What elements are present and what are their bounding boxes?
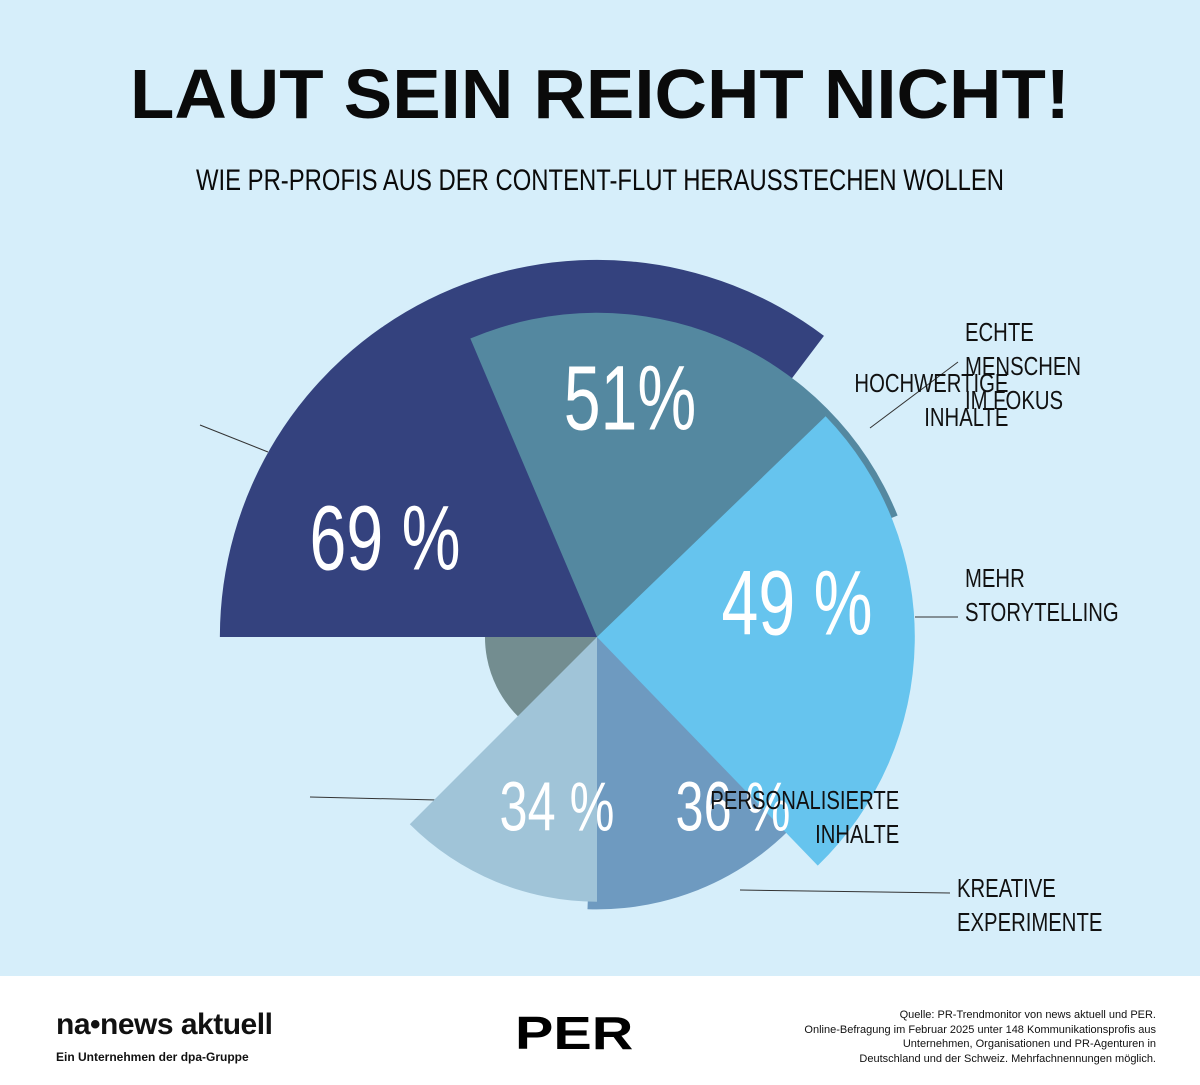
value-label: 49 % — [722, 551, 873, 654]
category-label: KREATIVE EXPERIMENTE — [957, 873, 1103, 937]
category-label: ECHTE MENSCHEN IM FOKUS — [965, 317, 1082, 415]
source-line: Unternehmen, Organisationen und PR-Agent… — [902, 1038, 1156, 1050]
category-label: PERSONALISIERTE INHALTE — [710, 785, 899, 849]
chart-subtitle: WIE PR-PROFIS AUS DER CONTENT-FLUT HERAU… — [196, 164, 1004, 197]
leader-line — [199, 424, 269, 453]
sector — [597, 416, 915, 866]
decoration-wedge — [484, 627, 597, 732]
chart: LAUT SEIN REICHT NICHT! WIE PR-PROFIS AU… — [130, 55, 1070, 910]
logo-subtitle: Ein Unternehmen der dpa-Gruppe — [56, 1050, 249, 1064]
leader-line — [869, 361, 959, 429]
leader-line — [309, 796, 438, 801]
source-line: Deutschland und der Schweiz. Mehrfachnen… — [859, 1052, 1156, 1065]
partner-logo: PER — [515, 1007, 634, 1059]
sector — [409, 637, 597, 902]
value-label: 36 % — [676, 767, 791, 845]
source-note: Quelle: PR-Trendmonitor von news aktuell… — [804, 1008, 1156, 1066]
value-label: 34 % — [500, 767, 615, 845]
leader-line — [739, 889, 951, 894]
value-label: 51% — [564, 346, 697, 449]
chart-title: LAUT SEIN REICHT NICHT! — [130, 55, 1070, 133]
logo: na•news aktuell — [56, 1008, 273, 1041]
category-label: MEHR STORYTELLING — [965, 563, 1119, 627]
category-label: HOCHWERTIGE INHALTE — [854, 368, 1008, 432]
value-label: 69 % — [310, 486, 461, 589]
source-line: Quelle: PR-Trendmonitor von news aktuell… — [899, 1009, 1156, 1021]
leader-lines — [199, 361, 959, 894]
footer: na•news aktuell Ein Unternehmen der dpa-… — [0, 976, 1200, 1085]
sector — [587, 637, 833, 910]
source-line: Online-Befragung im Februar 2025 unter 1… — [804, 1023, 1156, 1036]
